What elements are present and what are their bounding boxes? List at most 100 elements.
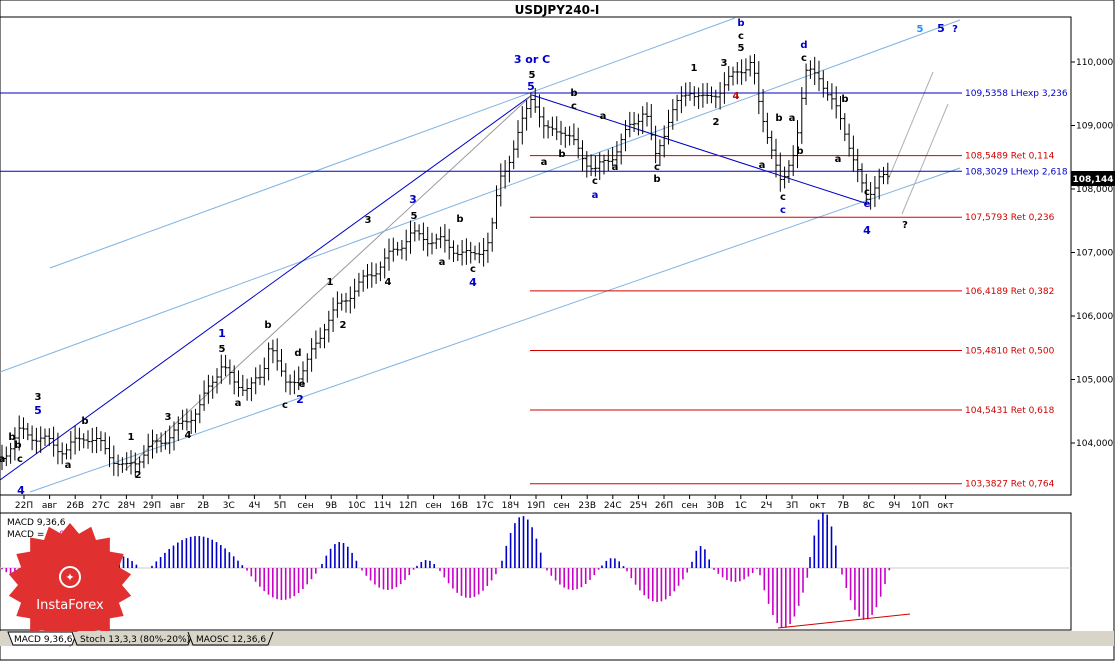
wave-label: a <box>600 111 607 122</box>
wave-label: b <box>456 214 463 225</box>
wave-label: a <box>439 257 446 268</box>
price-tick-label: 106,000 <box>1076 312 1113 322</box>
level-label: 107,5793 Ret 0,236 <box>965 213 1055 223</box>
wave-label: 5 <box>527 80 535 93</box>
logo-text: InstaForex <box>36 598 104 613</box>
wave-label: e <box>864 199 871 210</box>
wave-label: b <box>737 18 744 29</box>
wave-label: a <box>789 113 796 124</box>
tab-macd[interactable]: MACD 9,36,6 <box>7 631 78 646</box>
time-tick-label: 25Ч <box>630 501 648 511</box>
wave-label: 4 <box>469 276 477 289</box>
time-tick-label: 3С <box>223 501 235 511</box>
level-label: 103,3827 Ret 0,764 <box>965 480 1055 490</box>
level-label: 109,5358 LHexp 3,236 <box>965 89 1068 99</box>
wave-label: 3 <box>409 193 417 206</box>
time-tick-label: 10С <box>348 501 366 511</box>
time-axis: 22П авг 26В 27С 28Ч 29П авг 2В 3С 4Ч 5П сен 9В 10С 11Ч… <box>15 495 954 511</box>
wave-label: 2 <box>135 470 142 481</box>
wave-label: 2 <box>340 320 347 331</box>
tab-macd-label: MACD 9,36,6 <box>14 635 73 645</box>
wave-label: 5 <box>917 24 924 35</box>
time-tick-label: 19П <box>527 501 545 511</box>
wave-label: 4 <box>733 91 740 102</box>
wave-label: 4 <box>17 484 25 497</box>
time-tick-label: 27С <box>92 501 110 511</box>
trend-lines <box>0 17 961 493</box>
time-tick-label: сен <box>297 501 313 511</box>
wave-label: e <box>299 379 306 390</box>
wave-label: 4 <box>385 277 392 288</box>
time-tick-label: 12П <box>399 501 417 511</box>
wave-label: c <box>801 53 807 64</box>
wave-label: b <box>558 149 565 160</box>
wave-label: 2 <box>296 393 304 406</box>
time-tick-label: 17С <box>476 501 494 511</box>
wave-label: 1 <box>691 63 698 74</box>
price-tick-label: 105,000 <box>1076 376 1113 386</box>
time-tick-label: 2Ч <box>760 501 772 511</box>
wave-label: b <box>775 113 782 124</box>
wave-label: 5 <box>411 211 418 222</box>
wave-label: 4 <box>863 224 871 237</box>
wave-label: a <box>835 154 842 165</box>
time-tick-label: 24С <box>604 501 622 511</box>
wave-label: c <box>654 162 660 173</box>
time-tick-label: 4Ч <box>248 501 260 511</box>
price-tick-label: 108,000 <box>1076 185 1113 195</box>
wave-label: 1 <box>218 327 226 340</box>
wave-label: ? <box>952 24 958 35</box>
wave-label: c <box>738 31 744 42</box>
time-tick-label: 28Ч <box>118 501 136 511</box>
level-lines: 109,5358 LHexp 3,236 108,5489 Ret 0,114 10… <box>0 89 1068 490</box>
wave-label: b <box>81 416 88 427</box>
time-tick-label: 26П <box>655 501 673 511</box>
wave-label: c <box>592 176 598 187</box>
wave-label: c <box>571 101 577 112</box>
time-tick-label: окт <box>810 501 826 511</box>
wave-label: a <box>592 190 599 201</box>
wave-label: 5 <box>34 404 42 417</box>
wave-label: d <box>800 40 807 51</box>
price-tick-label: 104,000 <box>1076 439 1113 449</box>
chart-title: USDJPY240-I <box>515 3 600 17</box>
wave-label: b <box>653 174 660 185</box>
wave-label: 3 or C <box>514 53 550 66</box>
wave-label: 3 <box>35 392 42 403</box>
time-tick-label: 9Ч <box>888 501 900 511</box>
wave-label: b <box>14 440 21 451</box>
current-price-value: 108,144 <box>1073 175 1114 185</box>
level-label: 108,5489 Ret 0,114 <box>965 152 1055 162</box>
time-tick-label: 16В <box>450 501 468 511</box>
level-label: 108,3029 LHexp 2,618 <box>965 167 1068 177</box>
price-tick-label: 110,000 <box>1076 58 1113 68</box>
wave-label: 3 <box>365 215 372 226</box>
wave-label: b <box>8 432 15 443</box>
macd-value-prefix: MACD = <box>7 530 47 540</box>
time-tick-label: авг <box>170 501 186 511</box>
tab-maosc-label: MAOSC 12,36,6 <box>196 635 266 645</box>
wave-label: 3 <box>721 58 728 69</box>
tab-stoch[interactable]: Stoch 13,3,3 (80%-20%) <box>71 631 194 646</box>
time-tick-label: сен <box>553 501 569 511</box>
wave-label: 1 <box>327 277 334 288</box>
wave-label: 2 <box>713 117 720 128</box>
instaforex-logo: ✦ InstaForex <box>8 523 132 647</box>
level-label: 105,4810 Ret 0,500 <box>965 346 1055 356</box>
time-tick-label: 3П <box>786 501 799 511</box>
wave-label: b <box>570 88 577 99</box>
tab-maosc[interactable]: MAOSC 12,36,6 <box>187 631 274 646</box>
time-tick-label: 22П <box>15 501 33 511</box>
time-tick-label: 30В <box>706 501 724 511</box>
wave-label: 5 <box>738 43 745 54</box>
time-tick-label: сен <box>681 501 697 511</box>
wave-label: a <box>65 460 72 471</box>
wave-label: c <box>780 192 786 203</box>
wave-label: b <box>796 146 803 157</box>
wave-label: c <box>17 454 23 465</box>
wave-label: c <box>864 187 870 198</box>
price-tick-label: 109,000 <box>1076 122 1113 132</box>
time-tick-label: 11Ч <box>374 501 392 511</box>
